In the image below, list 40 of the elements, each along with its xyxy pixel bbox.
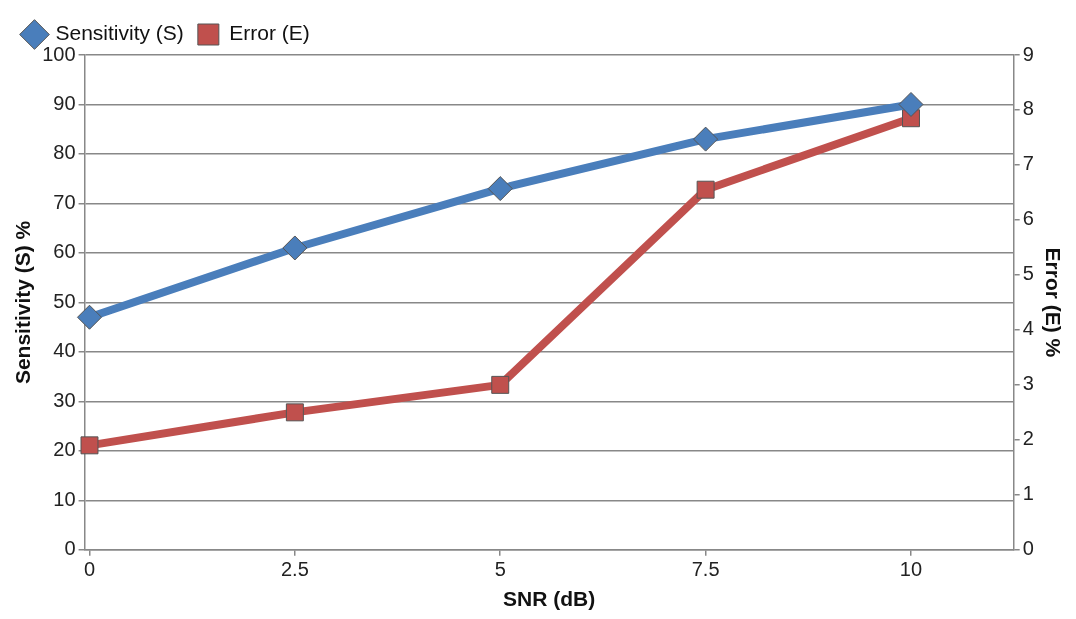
y2-tick-label: 9: [1022, 42, 1034, 65]
x-tick-label: 7.5: [691, 558, 720, 581]
y2-tick-label: 2: [1022, 427, 1034, 450]
y-tick-label: 20: [53, 438, 76, 461]
y2-tick-label: 5: [1022, 262, 1034, 285]
y-tick-label: 100: [42, 42, 76, 65]
x-tick-label: 5: [494, 558, 506, 581]
point: [898, 91, 924, 117]
point: [696, 180, 715, 199]
y-tick-label: 10: [53, 487, 76, 510]
x-tick-label: 0: [83, 558, 96, 581]
y2-tick-label: 6: [1022, 207, 1034, 230]
point: [693, 126, 719, 152]
point: [487, 176, 513, 202]
y2-axis-title: Error (E) %: [1041, 247, 1065, 358]
y-tick-label: 50: [53, 289, 76, 312]
y2-tick-label: 1: [1022, 482, 1034, 505]
y2-tick-label: 7: [1022, 152, 1034, 175]
y2-tick-label: 4: [1022, 317, 1034, 340]
legend-label: Error (E): [229, 21, 310, 45]
point: [80, 436, 99, 455]
y-tick-label: 40: [53, 339, 76, 362]
y-tick-label: 30: [53, 388, 76, 411]
y2-tick-label: 0: [1022, 537, 1034, 560]
y-axis-title: Sensitivity (S) %: [11, 220, 35, 385]
point: [77, 304, 102, 330]
point: [282, 235, 308, 261]
x-axis-title: SNR (dB): [503, 587, 596, 611]
point: [285, 403, 304, 422]
point: [491, 375, 510, 394]
y2-tick-label: 3: [1022, 372, 1034, 395]
x-tick-label: 2.5: [280, 558, 309, 581]
y2-tick-label: 8: [1022, 97, 1034, 120]
y-tick-label: 90: [53, 92, 76, 114]
y-tick-label: 0: [64, 537, 76, 560]
x-tick-label: 10: [899, 558, 923, 581]
y-tick-label: 60: [53, 240, 76, 263]
legend-label: Sensitivity (S): [55, 21, 184, 45]
y-tick-label: 70: [53, 190, 76, 213]
y-tick-label: 80: [53, 141, 76, 164]
